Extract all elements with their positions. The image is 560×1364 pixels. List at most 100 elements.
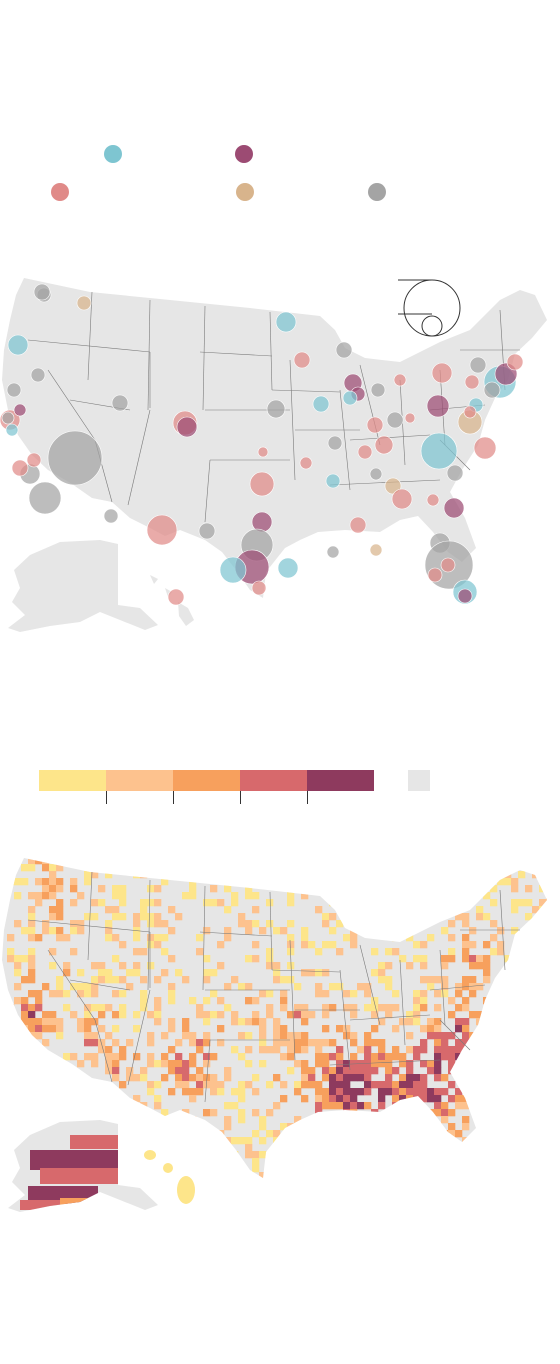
county-cell (35, 878, 43, 886)
county-cell (441, 1151, 449, 1159)
county-cell (119, 1046, 127, 1054)
county-cell (483, 962, 491, 970)
county-cell (350, 864, 358, 872)
county-cell (182, 892, 190, 900)
county-cell (322, 1053, 330, 1061)
county-cell (378, 1158, 386, 1166)
county-cell (462, 1095, 470, 1103)
county-cell (476, 983, 484, 991)
county-cell (343, 1067, 351, 1075)
county-cell (483, 1032, 491, 1040)
county-cell (364, 1004, 372, 1012)
state-border-line (202, 305, 206, 411)
county-cell (315, 1088, 323, 1096)
county-cell (462, 913, 470, 921)
county-cell (308, 858, 316, 865)
county-cell (266, 948, 274, 956)
county-cell (161, 934, 169, 942)
county-cell (385, 1130, 393, 1138)
county-cell (315, 1095, 323, 1103)
county-cell (280, 1039, 288, 1047)
county-cell (14, 1039, 22, 1047)
county-cell (154, 913, 162, 921)
contiguous-us-shape (2, 278, 547, 598)
county-cell (168, 1025, 176, 1033)
county-cell (35, 1095, 43, 1103)
county-cell (399, 1109, 407, 1117)
county-cell (364, 1074, 372, 1082)
county-cell (56, 1018, 64, 1026)
county-cell (322, 858, 330, 865)
county-cell (280, 927, 288, 935)
county-cell (140, 850, 147, 857)
county-cell (147, 1053, 155, 1061)
county-cell (224, 983, 232, 991)
county-cell (497, 850, 504, 857)
county-cell (182, 1018, 190, 1026)
county-cell (350, 941, 358, 949)
county-cell (301, 1032, 309, 1040)
county-cell (196, 948, 204, 956)
county-cell (112, 913, 120, 921)
county-cell (301, 1060, 309, 1068)
county-cell (392, 1088, 400, 1096)
county-cell (112, 934, 120, 942)
county-cell (245, 892, 253, 900)
county-cell (112, 1088, 120, 1096)
state-border-line (269, 891, 273, 971)
county-cell (525, 885, 533, 893)
county-cell (238, 1032, 246, 1040)
county-cell (182, 976, 190, 984)
county-cell (511, 899, 519, 907)
county-cell (105, 934, 113, 942)
county-cell (350, 1109, 358, 1117)
county-cell (364, 1144, 372, 1152)
county-cell (182, 1060, 190, 1068)
county-cell (140, 864, 148, 872)
county-cell (539, 885, 547, 893)
bubble-red (374, 435, 394, 455)
county-cell (28, 962, 36, 970)
county-cell (217, 899, 225, 907)
county-cell (273, 1018, 281, 1026)
county-cell (84, 1081, 92, 1089)
county-cell (406, 1109, 414, 1117)
county-cell (511, 990, 519, 998)
county-cell (336, 864, 344, 872)
county-cell (280, 1165, 288, 1173)
county-cell (119, 990, 127, 998)
county-cell (448, 858, 456, 865)
county-cell (105, 927, 113, 935)
county-cell (7, 1074, 15, 1082)
county-cell (420, 941, 428, 949)
county-cell (84, 1053, 92, 1061)
bubble-gray (30, 367, 46, 383)
county-cell (84, 1088, 92, 1096)
county-cell (448, 864, 456, 872)
scale-tick (173, 791, 174, 804)
county-cell (406, 927, 414, 935)
county-cell (504, 1032, 512, 1040)
county-cell (336, 948, 344, 956)
county-cell (161, 948, 169, 956)
county-cell (133, 1165, 141, 1173)
county-cell (434, 1004, 442, 1012)
county-cell (434, 1102, 442, 1110)
county-cell (448, 1095, 456, 1103)
county-cell (546, 1088, 547, 1096)
county-cell (161, 1053, 169, 1061)
county-cell (322, 920, 330, 928)
county-cell (259, 1179, 266, 1186)
county-cell (28, 864, 36, 872)
county-cell (420, 997, 428, 1005)
county-cell (406, 1179, 413, 1186)
county-cell (231, 976, 239, 984)
county-cell (546, 1004, 547, 1012)
county-cell (518, 1046, 526, 1054)
county-cell (371, 1004, 379, 1012)
county-cell (203, 1144, 211, 1152)
county-cell (413, 1102, 421, 1110)
county-cell (287, 962, 295, 970)
county-cell (49, 927, 57, 935)
county-cell (462, 955, 470, 963)
